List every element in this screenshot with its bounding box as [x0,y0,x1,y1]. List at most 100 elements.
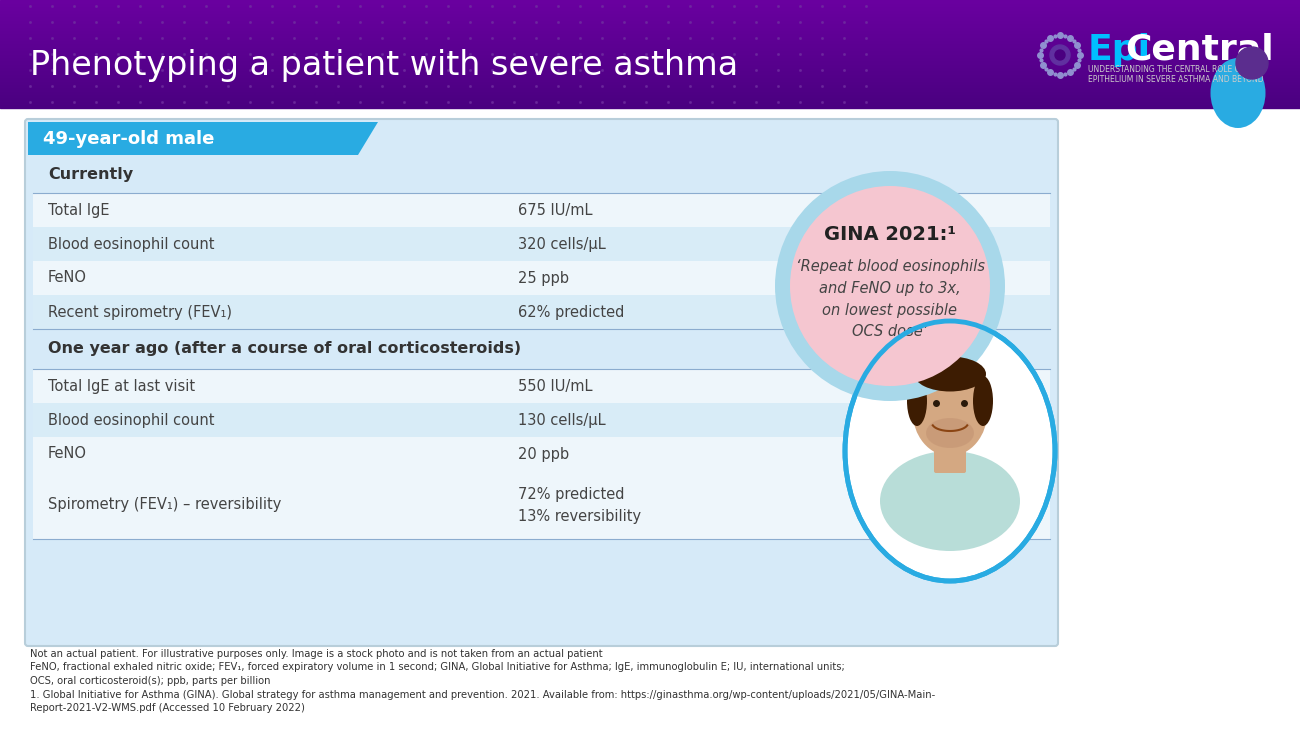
Bar [0,96,1300,97]
Bar [0,2,1300,3]
Text: Spirometry (FEV₁) – reversibility: Spirometry (FEV₁) – reversibility [48,498,281,512]
Bar [0,27,1300,28]
Bar [0,17,1300,18]
FancyBboxPatch shape [32,261,1050,295]
Circle shape [1236,47,1268,79]
FancyBboxPatch shape [32,369,1050,403]
Text: 675 IU/mL: 675 IU/mL [517,202,593,218]
Bar [0,61,1300,62]
Bar [0,57,1300,58]
Bar [0,30,1300,31]
Text: 20 ppb: 20 ppb [517,447,569,461]
Bar [0,51,1300,52]
Bar [0,8,1300,9]
Text: One year ago (after a course of oral corticosteroids): One year ago (after a course of oral cor… [48,341,521,357]
Bar [0,54,1300,55]
Bar [0,35,1300,36]
Bar [0,0,1300,1]
Bar [0,99,1300,100]
Ellipse shape [914,357,985,392]
FancyBboxPatch shape [32,193,1050,227]
Bar [0,80,1300,81]
Bar [0,43,1300,44]
Bar [0,101,1300,102]
Bar [0,104,1300,105]
Bar [0,62,1300,63]
Bar [0,25,1300,26]
Bar [0,50,1300,51]
Text: FeNO: FeNO [48,270,87,286]
Bar [0,20,1300,21]
Text: ‘Repeat blood eosinophils: ‘Repeat blood eosinophils [796,259,984,273]
Text: Currently: Currently [48,167,133,181]
Text: Blood eosinophil count: Blood eosinophil count [48,412,214,428]
Text: OCS, oral corticosteroid(s); ppb, parts per billion: OCS, oral corticosteroid(s); ppb, parts … [30,676,270,686]
Text: Not an actual patient. For illustrative purposes only. Image is a stock photo an: Not an actual patient. For illustrative … [30,649,603,659]
Bar [0,102,1300,103]
Bar [0,58,1300,59]
Bar [0,89,1300,90]
Bar [0,33,1300,34]
Bar [0,16,1300,17]
Circle shape [1050,45,1070,65]
Bar [0,32,1300,33]
Ellipse shape [907,376,927,426]
Bar [0,3,1300,4]
Bar [0,45,1300,46]
Bar [0,10,1300,11]
Bar [0,71,1300,72]
Bar [0,93,1300,94]
Bar [0,74,1300,75]
Bar [0,13,1300,14]
Bar [0,46,1300,47]
Bar [0,106,1300,107]
FancyBboxPatch shape [25,119,1058,646]
Bar [0,79,1300,80]
Text: 320 cells/μL: 320 cells/μL [517,237,606,251]
Bar [0,18,1300,19]
Bar [0,77,1300,78]
Ellipse shape [926,418,974,448]
Bar [0,72,1300,73]
Bar [0,31,1300,32]
Bar [0,69,1300,70]
Bar [0,9,1300,10]
Bar [0,7,1300,8]
Bar [0,26,1300,27]
Text: EPITHELIUM IN SEVERE ASTHMA AND BEYOND: EPITHELIUM IN SEVERE ASTHMA AND BEYOND [1088,75,1264,83]
Bar [0,29,1300,30]
Text: GINA 2021:¹: GINA 2021:¹ [824,224,956,243]
Bar [0,21,1300,22]
Ellipse shape [1210,58,1265,128]
Text: 130 cells/μL: 130 cells/μL [517,412,606,428]
Bar [0,63,1300,64]
Bar [0,49,1300,50]
Bar [0,95,1300,96]
Circle shape [1056,50,1065,60]
Bar [0,5,1300,6]
Text: 13% reversibility: 13% reversibility [517,509,641,523]
Bar [0,53,1300,54]
Bar [0,67,1300,68]
FancyBboxPatch shape [32,295,1050,329]
Bar [0,107,1300,108]
Text: 1. Global Initiative for Asthma (GINA). Global strategy for asthma management an: 1. Global Initiative for Asthma (GINA). … [30,689,935,700]
Bar [0,98,1300,99]
Text: and FeNO up to 3x,: and FeNO up to 3x, [819,281,961,295]
Bar [0,100,1300,101]
FancyBboxPatch shape [0,108,1300,731]
FancyBboxPatch shape [32,403,1050,437]
Bar [0,11,1300,12]
Bar [0,22,1300,23]
Bar [0,97,1300,98]
Bar [0,56,1300,57]
Bar [0,103,1300,104]
Bar [0,76,1300,77]
Text: FeNO, fractional exhaled nitric oxide; FEV₁, forced expiratory volume in 1 secon: FeNO, fractional exhaled nitric oxide; F… [30,662,845,673]
FancyBboxPatch shape [933,434,966,473]
Bar [0,24,1300,25]
Bar [0,41,1300,42]
Bar [0,105,1300,106]
Text: UNDERSTANDING THE CENTRAL ROLE OF THE: UNDERSTANDING THE CENTRAL ROLE OF THE [1088,64,1262,74]
Bar [0,19,1300,20]
